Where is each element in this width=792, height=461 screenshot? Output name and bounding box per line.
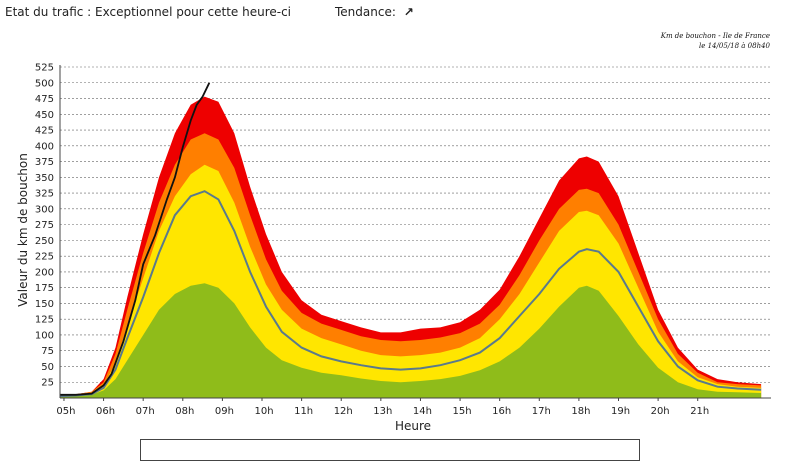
caption-title: Km de bouchon - Ile de France: [660, 32, 770, 40]
y-tick-325: 325: [35, 189, 54, 200]
y-tick-275: 275: [35, 220, 54, 231]
axis-layer: 25 50 75 100 125 150 175 200 225 250 275 300 325 350 3…: [35, 63, 771, 417]
y-tick-225: 225: [35, 252, 54, 263]
x-tick-15h: 15h: [453, 406, 472, 417]
y-tick-350: 350: [35, 173, 54, 184]
area-layer: [60, 96, 762, 398]
x-tick-11h: 11h: [294, 406, 313, 417]
y-tick-425: 425: [35, 126, 54, 137]
y-tick-125: 125: [35, 315, 54, 326]
y-tick-200: 200: [35, 267, 54, 278]
y-tick-450: 450: [35, 110, 54, 121]
x-tick-05h: 05h: [56, 406, 75, 417]
x-tick-06h: 06h: [96, 406, 115, 417]
x-tick-20h: 20h: [651, 406, 670, 417]
x-axis-title: Heure: [395, 419, 431, 433]
x-tick-09h: 09h: [215, 406, 234, 417]
y-tick-50: 50: [41, 362, 54, 373]
x-tick-21h: 21h: [690, 406, 709, 417]
y-tick-100: 100: [35, 330, 54, 341]
y-tick-300: 300: [35, 204, 54, 215]
y-tick-75: 75: [41, 346, 54, 357]
arrow-up-right-icon: ↗: [403, 5, 414, 19]
y-tick-475: 475: [35, 94, 54, 105]
x-tick-10h: 10h: [254, 406, 273, 417]
caption-date: le 14/05/18 à 08h40: [699, 42, 770, 50]
y-tick-525: 525: [35, 63, 54, 74]
x-tick-12h: 12h: [334, 406, 353, 417]
x-tick-14h: 14h: [413, 406, 432, 417]
y-tick-25: 25: [41, 378, 54, 389]
chart-caption: Km de bouchon - Ile de France le 14/05/1…: [661, 31, 770, 51]
traffic-status: Etat du trafic : Exceptionnel pour cette…: [5, 5, 292, 19]
average-line: [59, 190, 762, 398]
x-tick-17h: 17h: [532, 406, 551, 417]
y-tick-375: 375: [35, 157, 54, 168]
y-tick-175: 175: [35, 283, 54, 294]
x-tick-18h: 18h: [571, 406, 590, 417]
trend-label: Tendance:: [335, 5, 396, 19]
y-axis-title: Valeur du km de bouchon: [16, 153, 30, 307]
y-tick-150: 150: [35, 299, 54, 310]
x-tick-19h: 19h: [611, 406, 630, 417]
y-tick-500: 500: [35, 78, 54, 89]
x-tick-13h: 13h: [373, 406, 392, 417]
x-tick-08h: 08h: [175, 406, 194, 417]
x-tick-07h: 07h: [136, 406, 155, 417]
legend-box: [140, 439, 640, 461]
x-tick-16h: 16h: [492, 406, 511, 417]
y-tick-250: 250: [35, 236, 54, 247]
today-line: [60, 82, 211, 396]
line-layer: [59, 82, 762, 398]
trend-indicator: Tendance: ↗: [335, 5, 414, 19]
traffic-chart: 25 50 75 100 125 150 175 200 225 250 275 300 325 350 3…: [16, 63, 771, 433]
y-tick-400: 400: [35, 141, 54, 152]
area-band-3: [60, 283, 762, 398]
